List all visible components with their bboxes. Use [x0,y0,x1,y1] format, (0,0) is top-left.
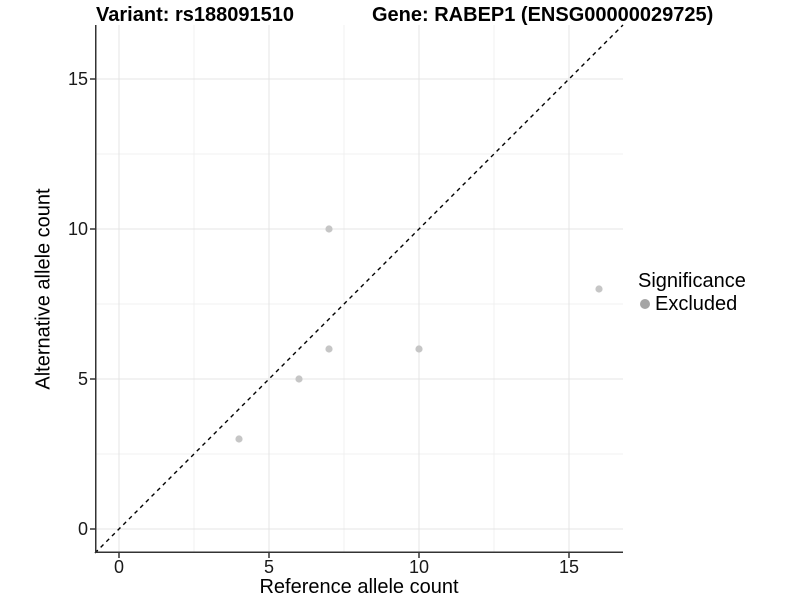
x-tick-label: 0 [113,557,124,577]
gene-title: Gene: RABEP1 (ENSG00000029725) [372,4,714,26]
plot-canvas [90,24,624,558]
x-tick-label: 15 [558,557,580,577]
legend-point-icon [640,299,650,309]
legend-item-label: Excluded [655,293,738,315]
data-point [325,345,333,353]
y-axis-tick-labels: 0 5 10 15 [0,25,88,553]
data-point [595,285,603,293]
data-point [415,345,423,353]
x-tick-label: 5 [263,557,274,577]
variant-title: Variant: rs188091510 [96,4,294,26]
data-point [325,225,333,233]
y-tick-label: 0 [77,519,88,539]
legend: Significance Excluded [638,270,746,315]
identity-line [94,24,624,554]
y-axis-title: Alternative allele count [32,188,55,390]
legend-item-excluded: Excluded [638,293,746,315]
y-tick-label: 5 [77,369,88,389]
x-axis-tick-labels: 0 5 10 15 [95,556,623,578]
plot-panel [90,24,624,558]
y-tick-label: 10 [67,219,88,239]
x-tick-label: 10 [408,557,430,577]
legend-title: Significance [638,270,746,292]
data-point [235,435,243,443]
x-axis-title: Reference allele count [259,576,459,598]
data-point [295,375,303,383]
y-tick-label: 15 [67,69,88,89]
